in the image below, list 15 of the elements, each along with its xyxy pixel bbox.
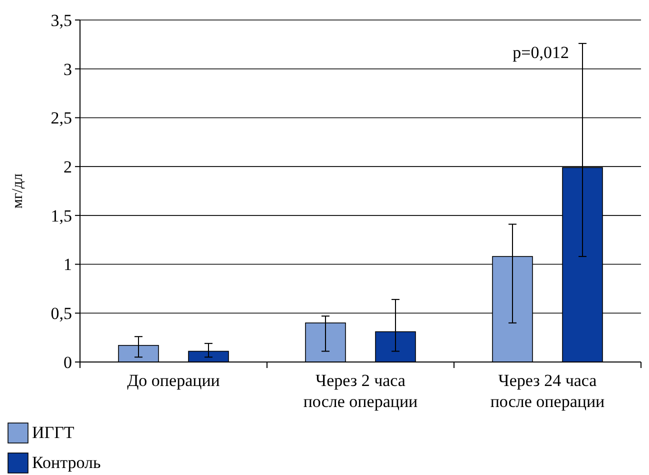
y-tick-label: 0,5	[50, 304, 72, 324]
annotation: p=0,012	[512, 43, 569, 62]
y-axis-title: мг/дл	[10, 173, 26, 208]
x-tick-label: Через 24 часа после операции	[490, 371, 605, 411]
y-tick-label: 1,5	[50, 206, 72, 226]
y-tick-label: 0	[64, 352, 72, 372]
x-tick-label: До операции	[127, 371, 220, 390]
x-tick-label: Через 2 часа после операции	[303, 371, 418, 411]
y-tick-label: 2	[64, 158, 72, 177]
y-tick-label: 2,5	[50, 108, 72, 128]
y-tick-label: 1	[64, 255, 72, 274]
legend-label: ИГГТ	[32, 423, 75, 442]
y-tick-label: 3	[64, 60, 72, 79]
y-tick-label: 3,5	[50, 10, 72, 30]
legend-label: Контроль	[32, 453, 101, 472]
